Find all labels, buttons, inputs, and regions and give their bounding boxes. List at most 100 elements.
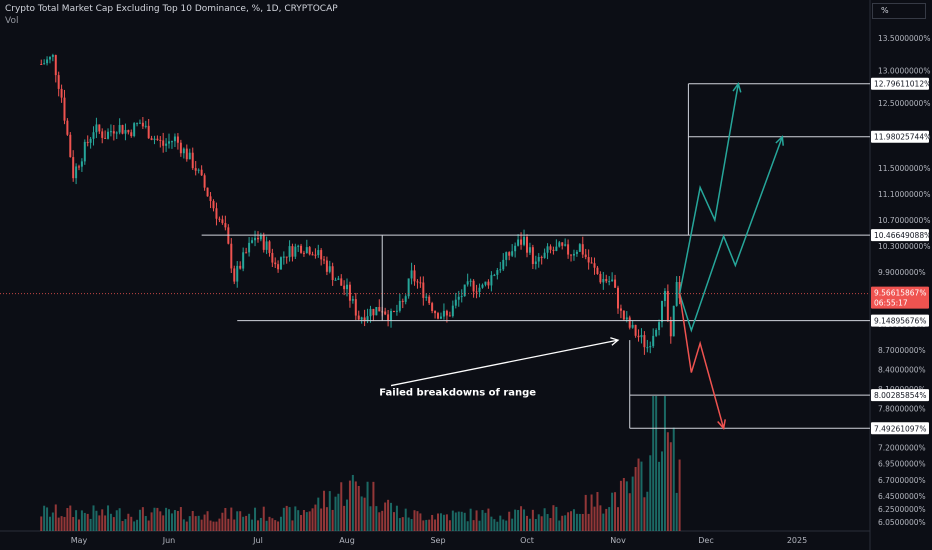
volume-bar	[133, 521, 136, 531]
volume-bar	[346, 499, 348, 531]
volume-bar	[173, 510, 176, 531]
scale-unit-button[interactable]: %	[872, 3, 926, 19]
candle-body	[625, 317, 628, 320]
volume-bar	[212, 521, 215, 531]
volume-indicator-label: Vol	[5, 16, 19, 26]
volume-bar	[552, 505, 555, 531]
volume-bar	[130, 516, 133, 531]
volume-bar	[540, 516, 543, 531]
level-price-label: 12.79611012%	[874, 80, 931, 89]
candle-body	[331, 266, 334, 280]
candle-body	[517, 239, 520, 246]
volume-bar	[384, 502, 387, 531]
candle-body	[173, 136, 176, 142]
candle-body	[646, 347, 649, 349]
candle-body	[575, 251, 578, 254]
candle-body	[254, 237, 257, 241]
candle-body	[257, 237, 259, 240]
volume-bar	[115, 510, 118, 531]
level-price-label: 9.14895676%	[874, 317, 926, 326]
volume-bar	[107, 505, 110, 531]
volume-bar	[254, 507, 257, 531]
volume-bar	[302, 510, 305, 531]
candle-body	[514, 245, 517, 252]
candle-body	[185, 148, 188, 160]
candle-body	[528, 247, 531, 253]
annotation-text: Failed breakdowns of range	[379, 388, 536, 399]
volume-bar	[640, 461, 643, 531]
volume-bar	[390, 502, 393, 531]
candle-body	[395, 310, 398, 312]
volume-bar	[572, 509, 575, 531]
candle-body	[314, 254, 317, 256]
volume-bar	[413, 510, 416, 531]
volume-bar	[288, 507, 291, 531]
volume-bar	[363, 497, 366, 531]
candle-body	[390, 310, 393, 321]
candle-body	[130, 132, 133, 136]
candle-body	[66, 120, 69, 135]
y-tick-label: 6.2500000%	[878, 505, 926, 514]
candle-body	[484, 281, 487, 285]
y-tick-label: 12.5000000%	[878, 99, 930, 108]
volume-bar	[343, 505, 346, 531]
volume-bar	[517, 510, 520, 531]
candle-body	[271, 252, 274, 263]
volume-bar	[66, 508, 69, 531]
candle-body	[546, 246, 549, 253]
candle-body	[410, 270, 413, 279]
volume-bar	[628, 493, 631, 531]
volume-bar	[92, 505, 95, 531]
candle-body	[121, 125, 124, 134]
volume-bar	[537, 514, 540, 531]
volume-bar	[549, 518, 552, 531]
volume-bar	[69, 505, 72, 531]
volume-bar	[523, 509, 526, 531]
volume-bar	[381, 510, 384, 531]
candle-body	[51, 55, 54, 57]
candle-body	[675, 281, 678, 306]
y-tick-label: 6.4500000%	[878, 492, 926, 501]
candle-body	[463, 284, 466, 297]
candle-body	[168, 141, 170, 144]
candle-body	[300, 245, 303, 253]
volume-bar	[619, 480, 622, 531]
volume-bar	[300, 515, 303, 531]
candle-body	[658, 322, 661, 330]
volume-bar	[366, 481, 369, 531]
volume-bar	[526, 515, 528, 531]
candle-body	[460, 296, 463, 298]
candle-body	[334, 279, 337, 281]
y-tick-label: 6.0500000%	[878, 518, 926, 527]
bull-projection-1	[678, 83, 740, 294]
bear-projection-arrowhead	[717, 419, 726, 430]
volume-bar	[622, 477, 625, 531]
y-tick-label: 10.7000000%	[878, 216, 930, 225]
volume-bar	[274, 520, 277, 531]
volume-bar	[369, 506, 372, 531]
candle-body	[224, 223, 227, 228]
volume-bar	[224, 507, 227, 531]
level-price-tag	[871, 77, 929, 90]
volume-bar	[182, 519, 185, 531]
volume-bar	[646, 491, 649, 531]
volume-bar	[277, 521, 280, 531]
volume-bar	[233, 519, 236, 531]
volume-bar	[422, 520, 425, 531]
volume-bar	[564, 515, 567, 531]
volume-bar	[337, 493, 340, 531]
volume-bar	[185, 521, 188, 531]
volume-bar	[191, 510, 194, 531]
candle-body	[127, 130, 130, 133]
candle-body	[63, 97, 66, 121]
candle-body	[413, 270, 416, 282]
volume-bar	[445, 514, 448, 531]
volume-bar	[150, 512, 153, 531]
candle-body	[147, 125, 150, 139]
volume-bar	[407, 517, 410, 531]
volume-bar	[282, 507, 285, 531]
annotation-arrowhead	[610, 337, 620, 346]
volume-bar	[136, 519, 139, 531]
